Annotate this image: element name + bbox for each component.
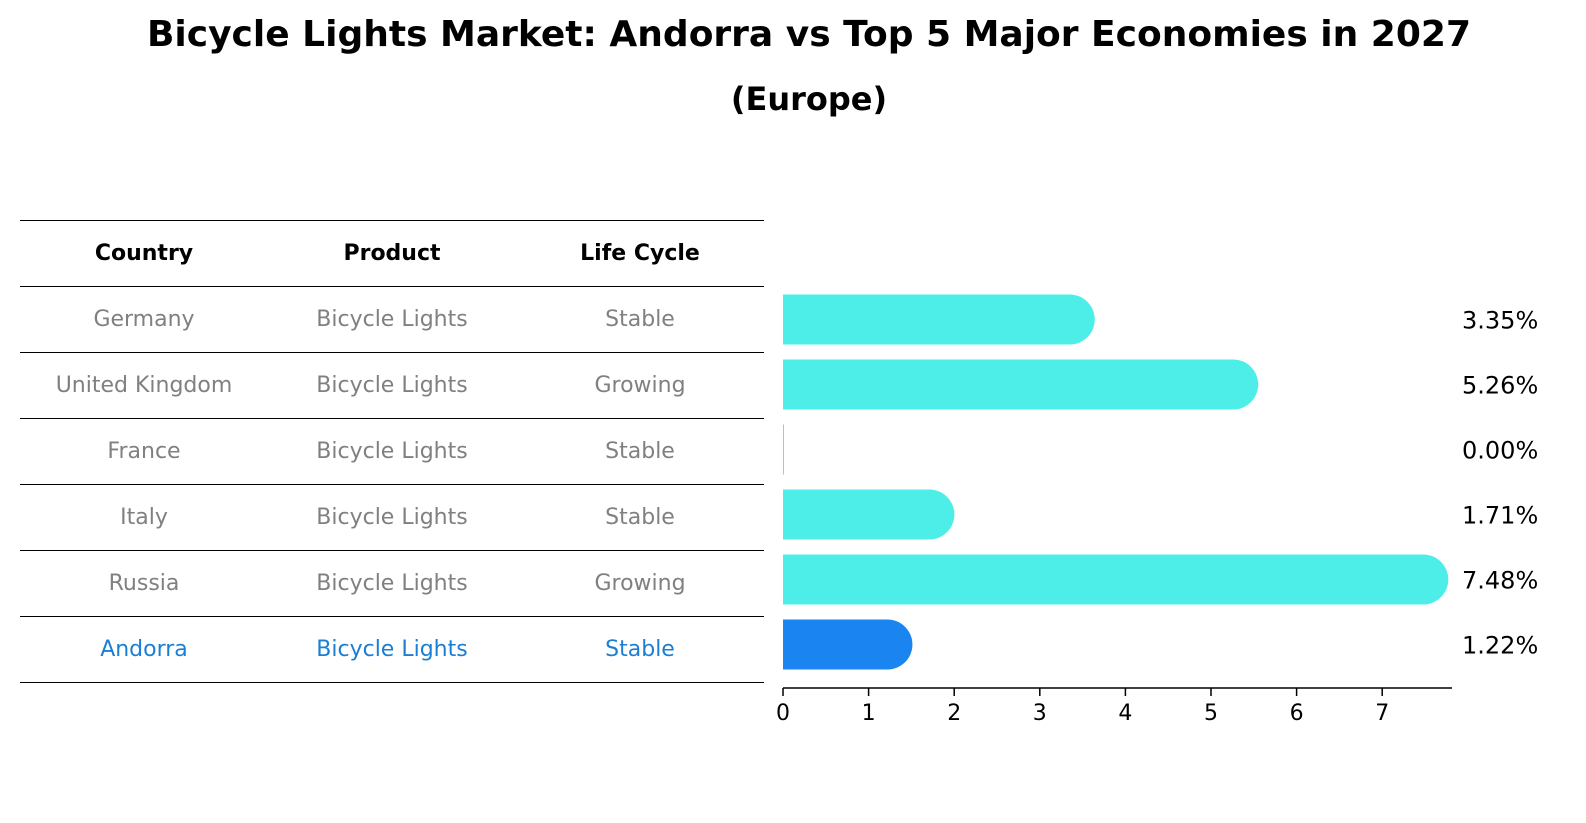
x-tick-label: 0 [776,701,790,726]
cell-country: United Kingdom [20,352,268,419]
value-label: 3.35% [1462,307,1538,335]
cell-country: France [20,418,268,485]
x-tick-label: 1 [862,701,876,726]
cell-product: Bicycle Lights [268,286,516,353]
value-label: 1.22% [1462,632,1538,660]
value-label: 1.71% [1462,502,1538,530]
header-product: Product [268,220,516,287]
x-tick-label: 3 [1033,701,1047,726]
header-country: Country [20,220,268,287]
x-tick-label: 7 [1375,701,1389,726]
cell-life-cycle: Stable [516,418,764,485]
table-row-highlighted: Andorra Bicycle Lights Stable [20,616,764,683]
cell-country: Russia [20,550,268,617]
cell-product: Bicycle Lights [268,484,516,551]
table-row: Germany Bicycle Lights Stable [20,286,764,353]
table-row: Italy Bicycle Lights Stable [20,484,764,551]
bar-andorra [783,619,913,670]
table-row: Russia Bicycle Lights Growing [20,550,764,617]
cell-life-cycle: Stable [516,286,764,353]
table-row: United Kingdom Bicycle Lights Growing [20,352,764,419]
cell-product: Bicycle Lights [268,418,516,485]
cell-life-cycle: Stable [516,616,764,683]
cell-country: Andorra [20,616,268,683]
table-row: France Bicycle Lights Stable [20,418,764,485]
x-tick-label: 4 [1118,701,1132,726]
value-label: 7.48% [1462,567,1538,595]
bar-russia [783,554,1449,605]
bar-united-kingdom [783,359,1259,410]
cell-life-cycle: Growing [516,352,764,419]
table-header-row: Country Product Life Cycle [20,220,764,287]
header-life-cycle: Life Cycle [516,220,764,287]
cell-life-cycle: Stable [516,484,764,551]
x-tick-label: 6 [1290,701,1304,726]
chart-title: Bicycle Lights Market: Andorra vs Top 5 … [146,14,1472,55]
x-tick-label: 2 [947,701,961,726]
value-label: 5.26% [1462,372,1538,400]
country-table: Country Product Life Cycle Germany Bicyc… [20,220,764,683]
bar-germany [783,294,1095,345]
cell-product: Bicycle Lights [268,550,516,617]
bar-italy [783,489,955,540]
bar-france [783,424,784,475]
value-label: 0.00% [1462,437,1538,465]
cell-country: Italy [20,484,268,551]
x-tick-label: 5 [1204,701,1218,726]
cell-product: Bicycle Lights [268,352,516,419]
chart-subtitle: (Europe) [730,80,888,118]
cell-life-cycle: Growing [516,550,764,617]
cell-country: Germany [20,286,268,353]
cell-product: Bicycle Lights [268,616,516,683]
